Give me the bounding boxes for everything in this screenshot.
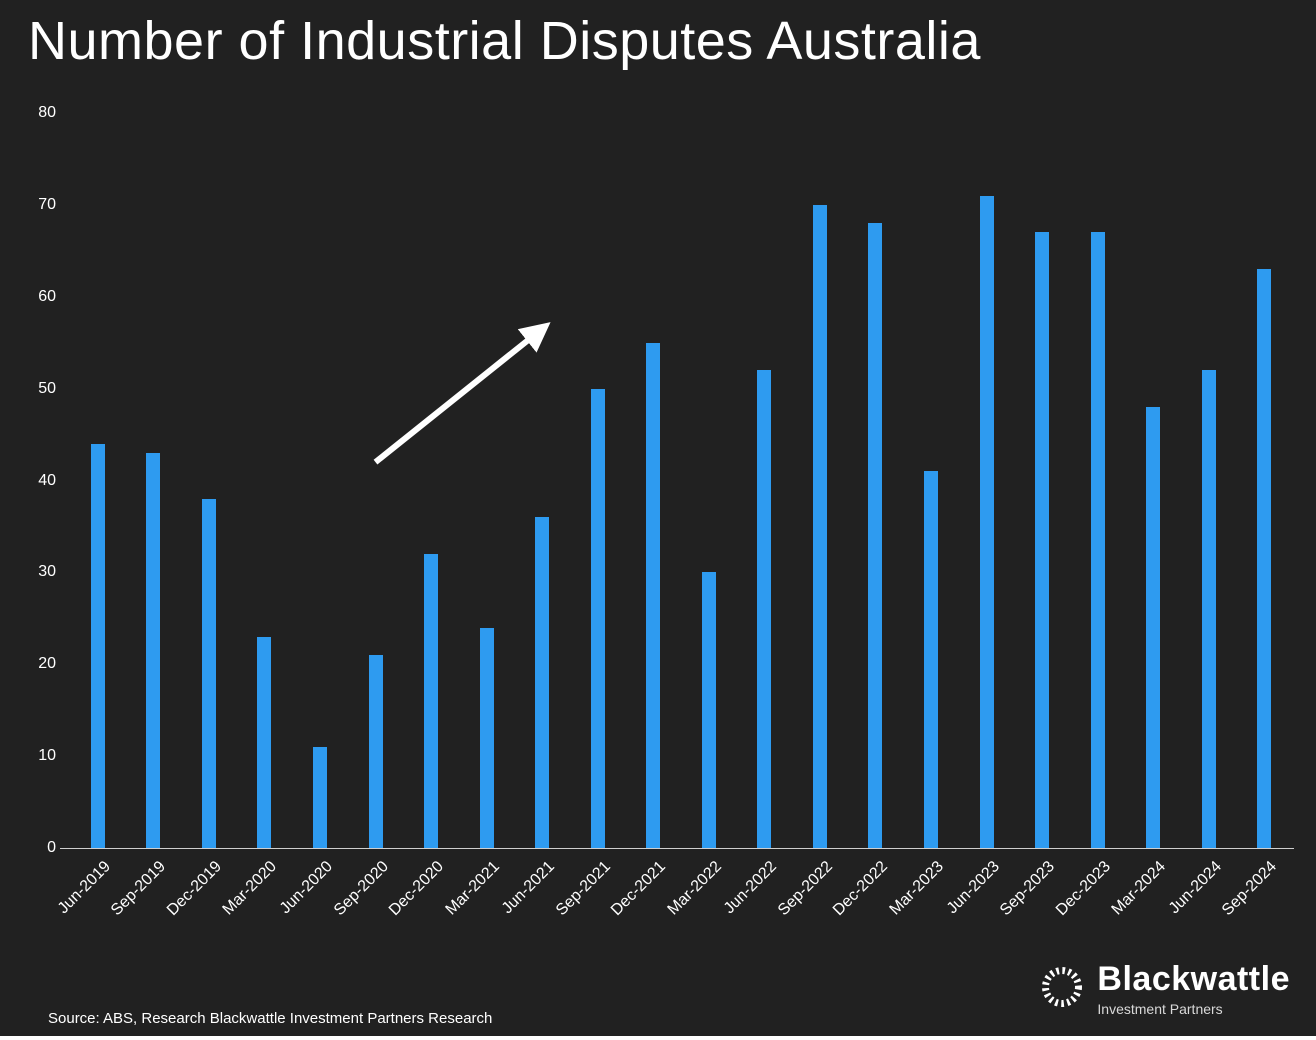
y-tick-label: 70 <box>38 195 56 213</box>
x-axis-line <box>60 848 1294 849</box>
y-tick-label: 80 <box>38 104 56 121</box>
bar-Dec-2019 <box>201 498 216 848</box>
logo-text: Blackwattle Investment Partners <box>1097 962 1290 1017</box>
logo-subtitle: Investment Partners <box>1097 1001 1223 1017</box>
logo-name: Blackwattle <box>1097 960 1290 998</box>
bar-Sep-2019 <box>146 452 161 848</box>
bar-Jun-2022 <box>757 370 772 848</box>
y-tick-label: 0 <box>47 839 56 856</box>
bottom-border <box>0 1036 1316 1040</box>
y-tick-label: 30 <box>38 563 56 581</box>
blackwattle-logo: Blackwattle Investment Partners <box>1039 962 1290 1017</box>
bar-Mar-2020 <box>257 636 272 848</box>
y-tick-label: 60 <box>38 287 56 305</box>
bar-Jun-2019 <box>90 443 105 848</box>
bar-Mar-2023 <box>923 471 938 848</box>
bar-Jun-2020 <box>312 746 327 848</box>
bar-Jun-2024 <box>1201 370 1216 848</box>
segmented-ring-icon <box>1039 964 1085 1015</box>
bar-Sep-2020 <box>368 655 383 848</box>
y-tick-label: 50 <box>38 379 56 397</box>
bar-Dec-2020 <box>424 554 439 848</box>
bar-Sep-2021 <box>590 388 605 848</box>
x-tick-label: Jun-2019 <box>54 858 114 918</box>
bar-Dec-2021 <box>646 342 661 848</box>
bar-Sep-2023 <box>1035 232 1050 848</box>
bar-Jun-2021 <box>535 517 550 848</box>
bar-Mar-2024 <box>1146 407 1161 848</box>
bar-Dec-2023 <box>1090 232 1105 848</box>
y-tick-label: 20 <box>38 655 56 673</box>
chart-title: Number of Industrial Disputes Australia <box>28 11 981 71</box>
y-tick-label: 40 <box>38 471 56 489</box>
bar-Mar-2021 <box>479 627 494 848</box>
y-tick-label: 10 <box>38 747 56 765</box>
bar-Sep-2024 <box>1257 269 1272 848</box>
source-text: Source: ABS, Research Blackwattle Invest… <box>48 1010 493 1027</box>
bar-Mar-2022 <box>701 572 716 848</box>
bar-Sep-2022 <box>812 204 827 848</box>
bar-Jun-2023 <box>979 195 994 848</box>
bar-Dec-2022 <box>868 223 883 848</box>
